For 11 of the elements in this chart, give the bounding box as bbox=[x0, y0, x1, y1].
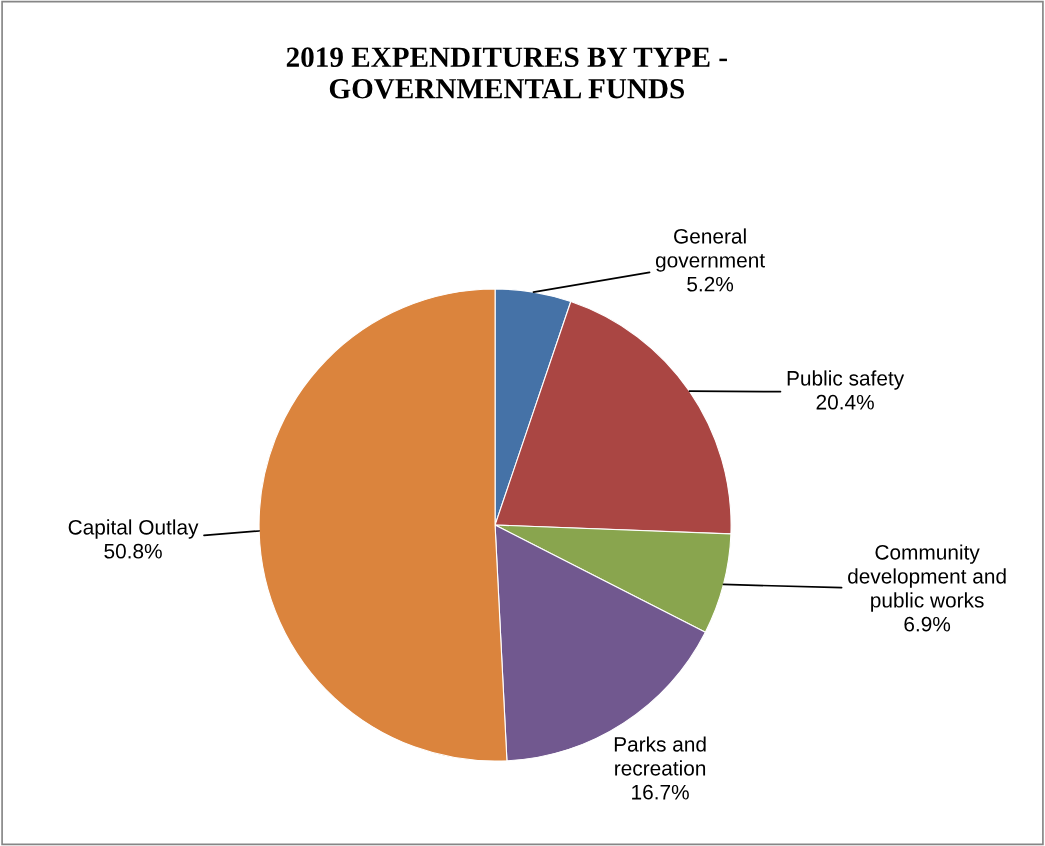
data-label: 5.2% bbox=[687, 276, 734, 292]
data-label: 6.9% bbox=[904, 616, 951, 632]
slice-label: Parks and recreation bbox=[614, 736, 706, 776]
slice-label: General government bbox=[655, 228, 765, 272]
chart-title: 2019 EXPENDITURES BY TYPE - GOVERNMENTAL FUNDS bbox=[286, 47, 727, 99]
data-label: 20.4% bbox=[816, 394, 874, 410]
slice-label: Capital Outlay bbox=[68, 519, 199, 539]
data-label: 16.7% bbox=[632, 784, 689, 800]
slice-label: Public safety bbox=[787, 370, 905, 390]
slice-label: Community development and public works bbox=[848, 544, 1006, 612]
data-label: 50.8% bbox=[104, 543, 162, 559]
